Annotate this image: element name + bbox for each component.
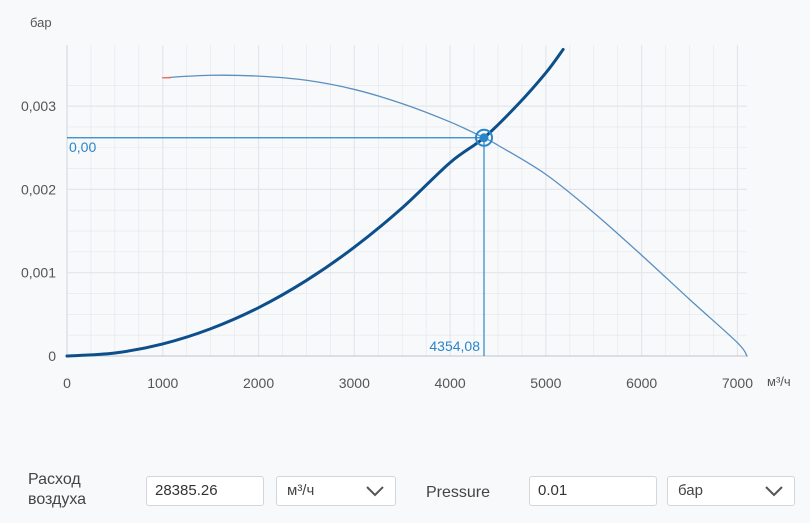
chart-axes	[66, 45, 747, 357]
x-tick-label: 0	[63, 375, 71, 391]
x-tick-label: 7000	[722, 375, 753, 391]
chart-annotations: 4354,08 0,00	[67, 128, 494, 356]
chart-tick-labels: 0 1000 2000 3000 4000 5000 6000 7000 0 0,001 0,002…	[21, 98, 753, 391]
chart-grid	[66, 45, 747, 356]
pressure-input[interactable]: 0.01	[529, 476, 657, 506]
x-tick-label: 6000	[626, 375, 657, 391]
x-axis-unit: м³/ч	[767, 374, 791, 389]
y-tick-label: 0,002	[21, 181, 56, 197]
operating-point-y-label: 0,00	[69, 139, 96, 155]
y-tick-label: 0,003	[21, 98, 56, 114]
x-tick-label: 5000	[530, 375, 561, 391]
y-axis-unit: бар	[30, 15, 52, 30]
pressure-label: Pressure	[426, 484, 491, 501]
airflow-unit-value: м³/ч	[287, 482, 315, 499]
operating-point-marker	[479, 133, 489, 143]
x-tick-label: 4000	[435, 375, 466, 391]
y-tick-label: 0	[48, 348, 56, 364]
chevron-down-icon	[366, 486, 384, 497]
x-tick-label: 1000	[147, 375, 178, 391]
chevron-down-icon	[765, 486, 783, 497]
airflow-input[interactable]: 28385.26	[146, 476, 264, 506]
flow-form: Расход воздуха 28385.26 м³/ч Pressure 0.…	[0, 468, 810, 516]
fan-curve	[162, 74, 748, 357]
pressure-unit-select[interactable]: бар	[667, 476, 795, 506]
x-tick-label: 2000	[243, 375, 274, 391]
performance-chart: 0 1000 2000 3000 4000 5000 6000 7000 0 0,001 0,002…	[21, 15, 791, 391]
pressure-unit-value: бар	[678, 482, 703, 499]
x-tick-label: 3000	[339, 375, 370, 391]
system-curve	[65, 47, 565, 358]
y-tick-label: 0,001	[21, 265, 56, 281]
operating-point-x-label: 4354,08	[429, 338, 480, 354]
airflow-label: Расход воздуха	[28, 471, 87, 508]
airflow-unit-select[interactable]: м³/ч	[276, 476, 396, 506]
chart-series	[65, 47, 748, 358]
operating-point-ring	[475, 128, 494, 147]
